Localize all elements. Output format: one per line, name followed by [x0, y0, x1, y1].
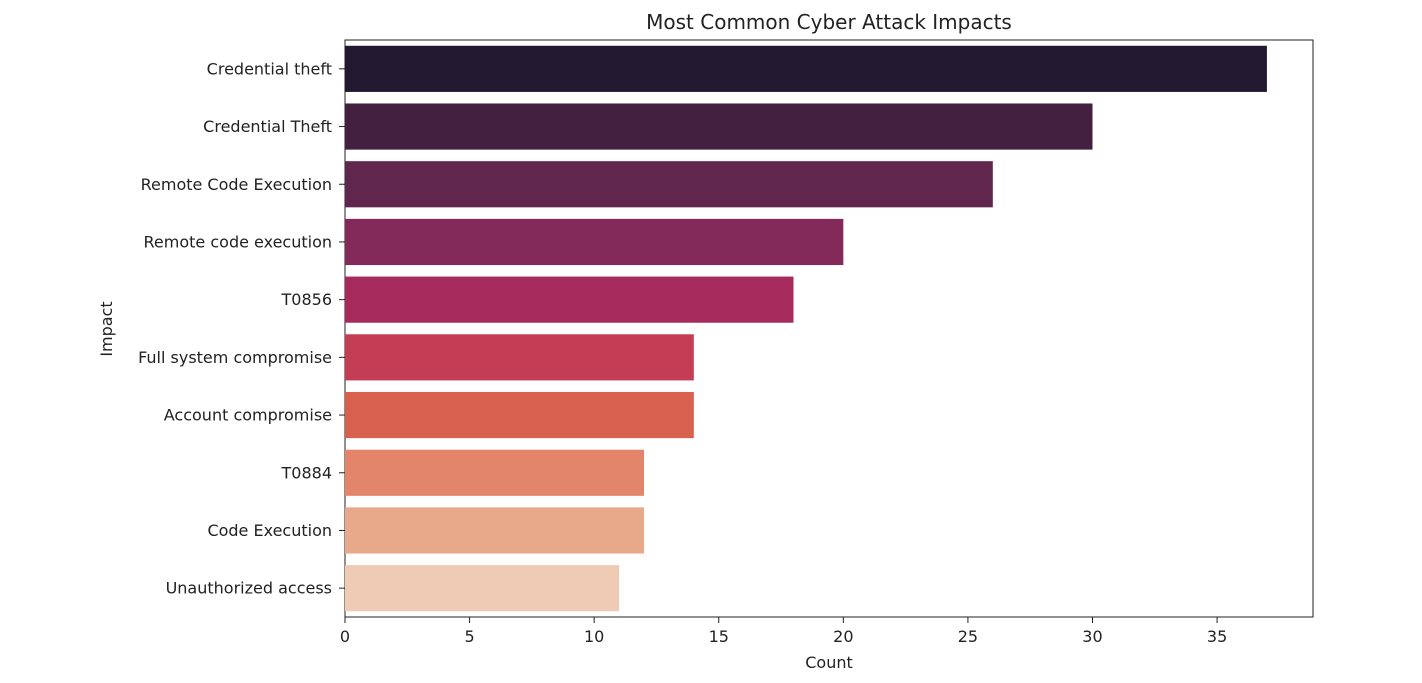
y-tick-label: Full system compromise — [138, 348, 332, 367]
bar — [345, 449, 644, 496]
bar — [345, 103, 1093, 150]
bar — [345, 391, 694, 439]
plot-area — [344, 39, 1314, 618]
x-tick-label: 35 — [1207, 627, 1227, 646]
y-axis: Credential theft Credential Theft Remote C… — [138, 59, 345, 598]
y-tick-label: Unauthorized access — [166, 579, 332, 598]
bar — [345, 161, 993, 208]
x-axis-label: Count — [805, 653, 853, 672]
y-tick-label: Credential theft — [207, 59, 332, 78]
y-tick-label: T0884 — [281, 463, 333, 482]
bar — [345, 218, 844, 266]
x-tick-label: 20 — [833, 627, 853, 646]
x-tick-label: 5 — [464, 627, 474, 646]
bar — [345, 334, 694, 381]
x-tick-label: 10 — [584, 627, 604, 646]
y-tick-label: Code Execution — [207, 521, 332, 540]
x-tick-label: 15 — [709, 627, 729, 646]
y-axis-label: Impact — [97, 301, 116, 356]
bar — [345, 45, 1267, 92]
y-tick-label: Account compromise — [164, 406, 332, 425]
x-tick-label: 30 — [1082, 627, 1102, 646]
x-tick-label: 25 — [958, 627, 978, 646]
bar — [345, 276, 794, 323]
y-tick-label: Credential Theft — [203, 117, 332, 136]
x-tick-label: 0 — [340, 627, 350, 646]
y-tick-label: Remote Code Execution — [141, 175, 332, 194]
chart-title: Most Common Cyber Attack Impacts — [646, 10, 1012, 34]
bar — [345, 507, 644, 554]
y-tick-label: Remote code execution — [144, 232, 332, 251]
x-axis: 0 5 10 15 20 25 30 35 — [340, 617, 1227, 646]
y-tick-label: T0856 — [281, 290, 333, 309]
bar — [345, 565, 620, 612]
bars-group — [345, 45, 1267, 612]
